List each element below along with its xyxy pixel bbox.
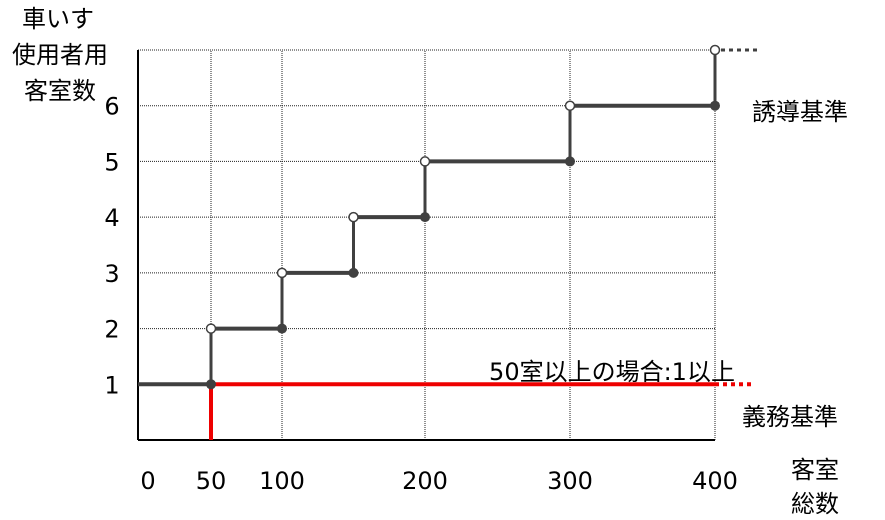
y-tick-label: 6	[104, 93, 119, 121]
y-axis-label-line-1: 車いす	[22, 5, 94, 33]
guidance-open-point	[276, 267, 288, 279]
y-tick-label: 2	[104, 316, 119, 344]
guidance-closed-point	[206, 379, 216, 390]
x-tick-label: 0	[140, 467, 155, 495]
guidance-closed-point	[565, 156, 575, 167]
x-tick-label: 100	[259, 467, 305, 495]
guidance-open-point	[205, 323, 217, 334]
annotation-min-one-room: 50室以上の場合:1以上	[489, 358, 735, 386]
guidance-open-point	[709, 44, 721, 56]
y-axis-label-line-2: 使用者用	[12, 41, 108, 69]
y-tick-label: 1	[104, 371, 119, 399]
x-tick-labels: 0 50 100 200 300 400	[140, 467, 738, 495]
guidance-closed-point	[277, 323, 287, 334]
series-layer	[138, 44, 759, 440]
guidance-closed-point	[348, 267, 359, 278]
series-label-guidance-standard: 誘導基準	[752, 98, 848, 126]
axes	[137, 50, 715, 441]
guidance-closed-point	[420, 212, 430, 223]
y-tick-labels: 1 2 3 4 5 6	[104, 93, 119, 400]
y-tick-label: 5	[104, 148, 119, 176]
x-tick-label: 400	[692, 467, 738, 495]
x-axis-label-line-1: 客室	[791, 456, 839, 484]
y-tick-label: 3	[104, 260, 119, 288]
x-tick-label: 300	[547, 467, 593, 495]
guidance-open-point	[564, 100, 576, 111]
x-tick-label: 50	[196, 467, 227, 495]
guidance-closed-point	[710, 100, 720, 111]
x-tick-label: 200	[402, 467, 448, 495]
y-axis-label-line-3: 客室数	[24, 77, 96, 105]
guidance-open-point	[419, 156, 431, 167]
guidance-open-point	[348, 211, 359, 223]
series-label-mandatory-standard: 義務基準	[742, 403, 838, 431]
y-tick-label: 4	[104, 204, 119, 232]
x-axis-label-line-2: 総数	[791, 490, 839, 518]
